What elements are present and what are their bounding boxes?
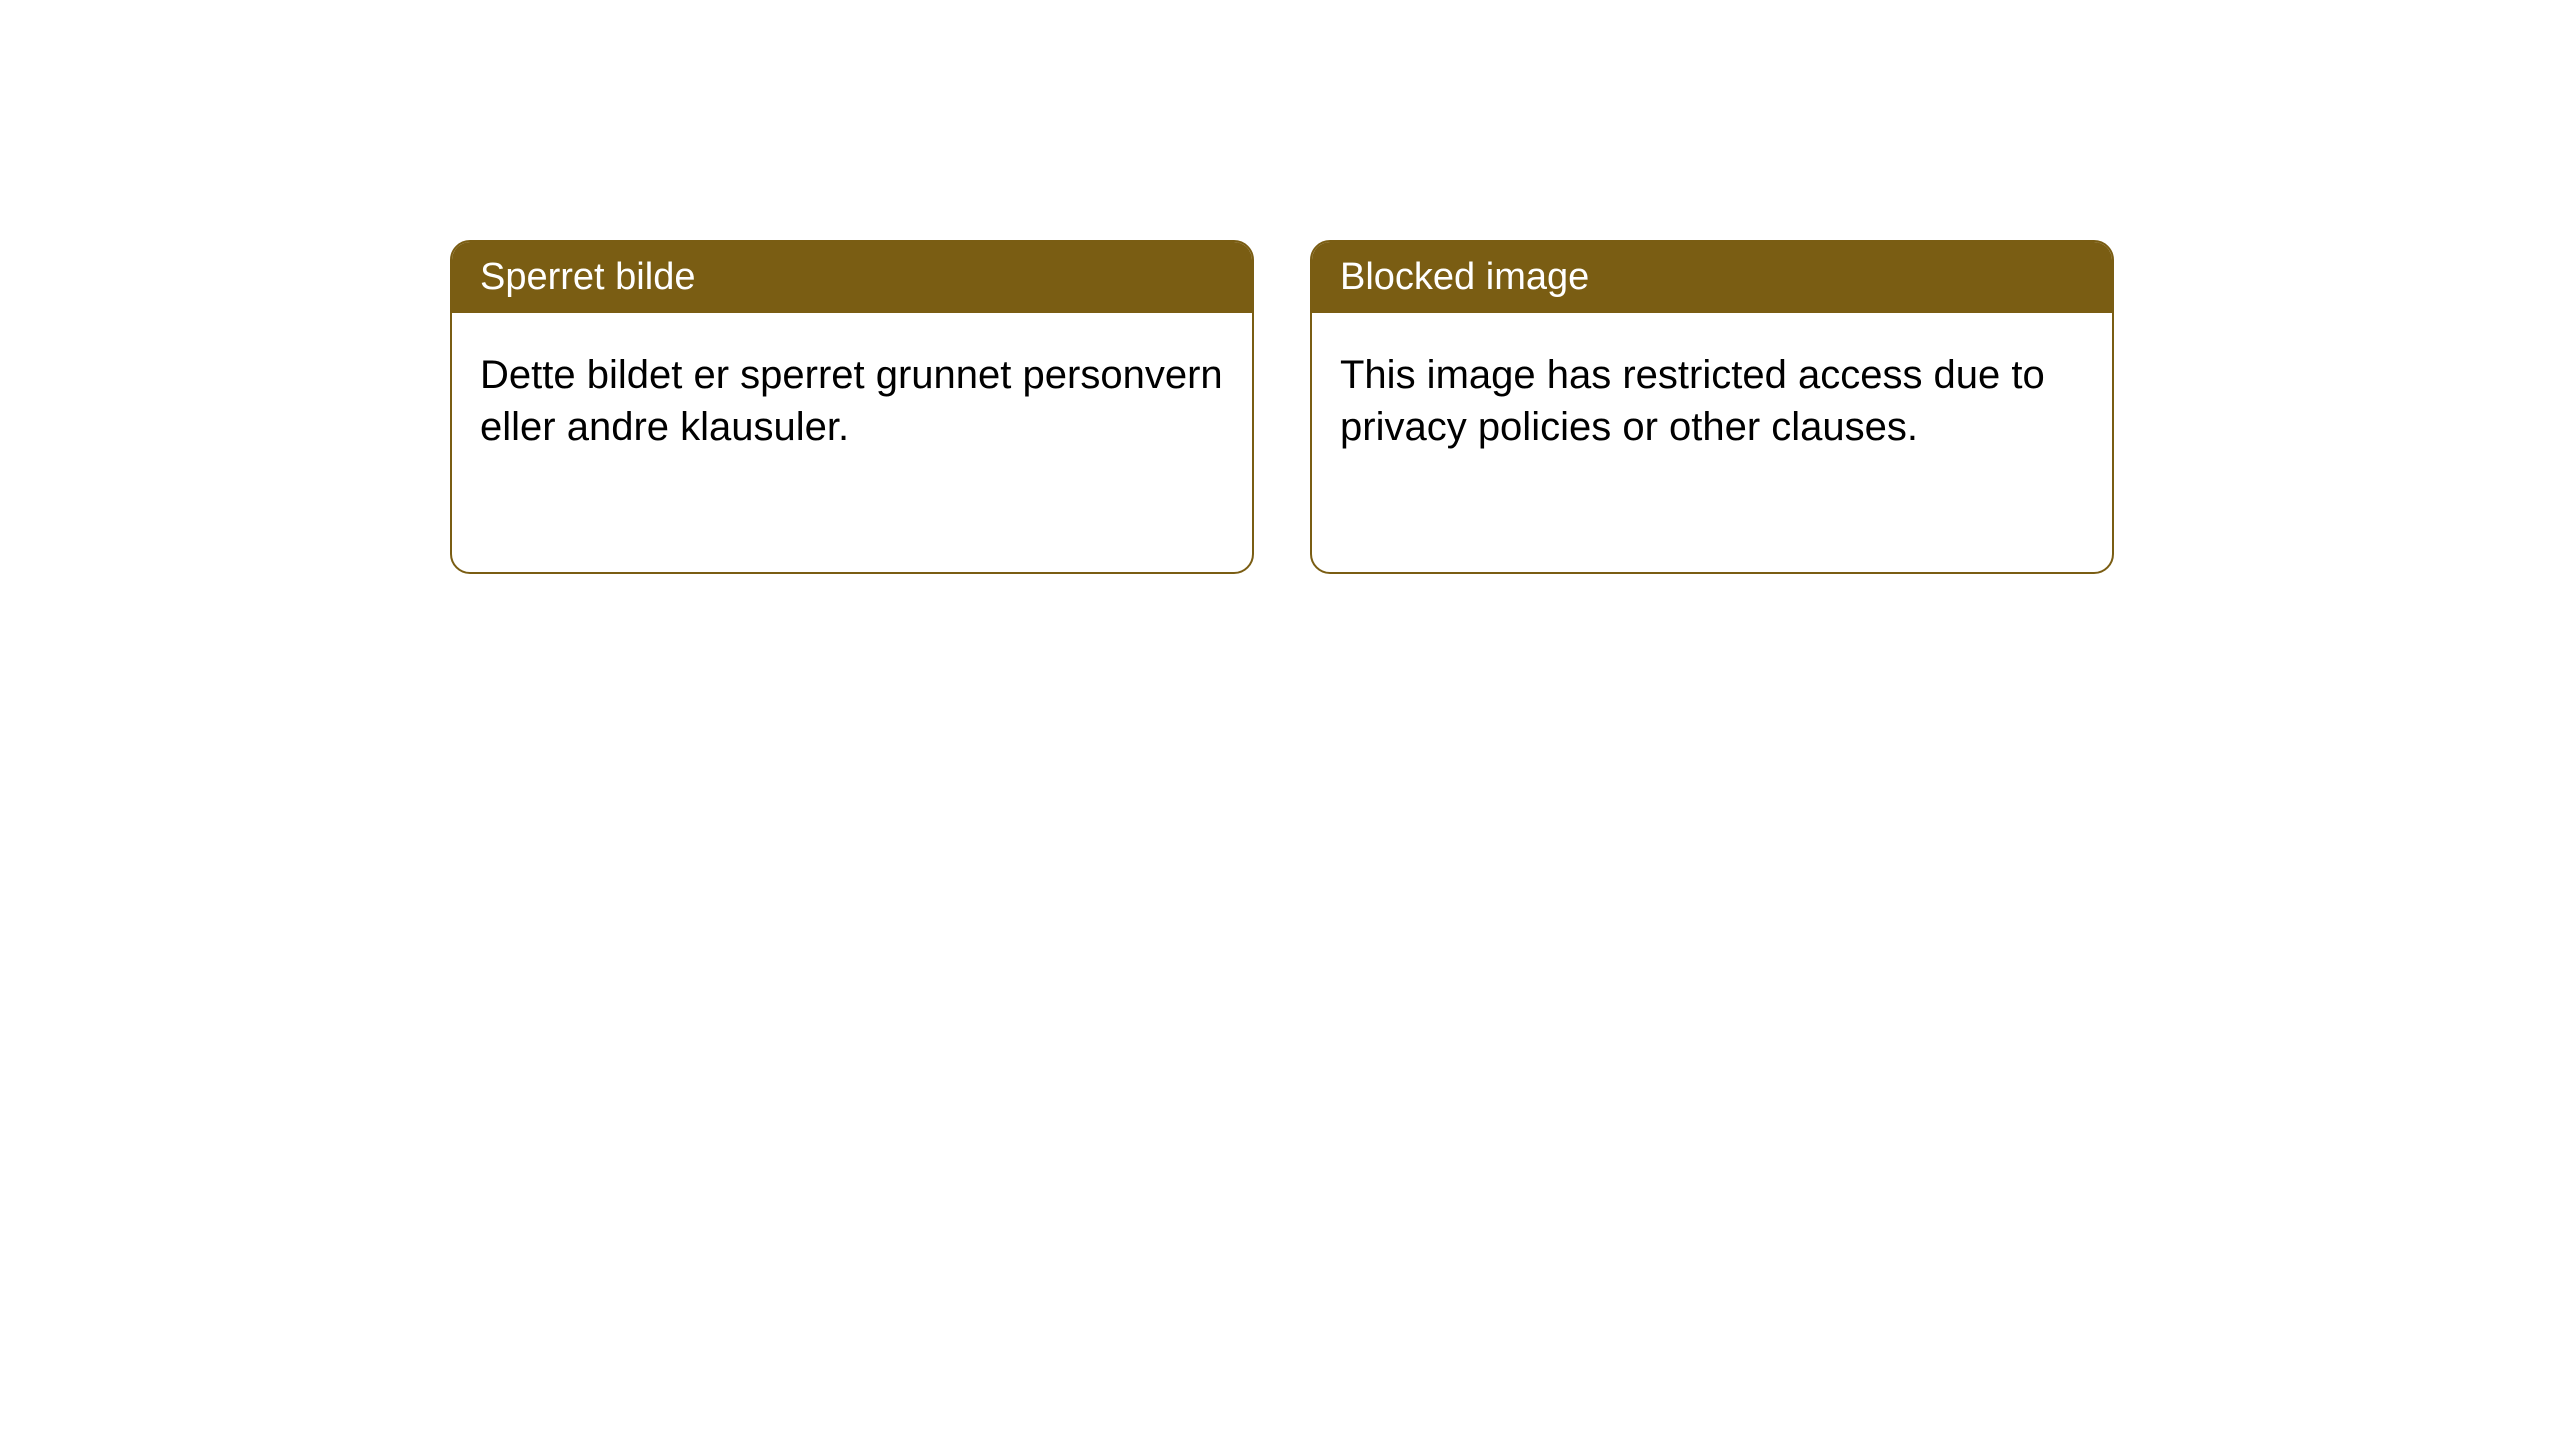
notice-text-norwegian: Dette bildet er sperret grunnet personve… (480, 353, 1223, 449)
notice-text-english: This image has restricted access due to … (1340, 353, 2045, 449)
notice-cards-container: Sperret bilde Dette bildet er sperret gr… (450, 240, 2114, 574)
notice-body-english: This image has restricted access due to … (1312, 313, 2112, 489)
notice-card-norwegian: Sperret bilde Dette bildet er sperret gr… (450, 240, 1254, 574)
notice-title-english: Blocked image (1340, 256, 1589, 298)
notice-header-norwegian: Sperret bilde (452, 242, 1252, 313)
notice-card-english: Blocked image This image has restricted … (1310, 240, 2114, 574)
notice-header-english: Blocked image (1312, 242, 2112, 313)
notice-body-norwegian: Dette bildet er sperret grunnet personve… (452, 313, 1252, 489)
notice-title-norwegian: Sperret bilde (480, 256, 695, 298)
